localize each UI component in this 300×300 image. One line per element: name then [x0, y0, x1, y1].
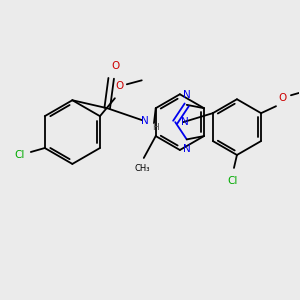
Text: Cl: Cl — [15, 150, 25, 160]
Text: N: N — [183, 90, 190, 100]
Text: N: N — [183, 144, 190, 154]
Text: CH₃: CH₃ — [134, 164, 149, 173]
Text: N: N — [141, 116, 149, 126]
Text: N: N — [181, 117, 189, 127]
Text: Cl: Cl — [228, 176, 238, 186]
Text: O: O — [279, 93, 287, 103]
Text: H: H — [153, 123, 159, 132]
Text: O: O — [111, 61, 119, 71]
Text: O: O — [116, 81, 124, 91]
